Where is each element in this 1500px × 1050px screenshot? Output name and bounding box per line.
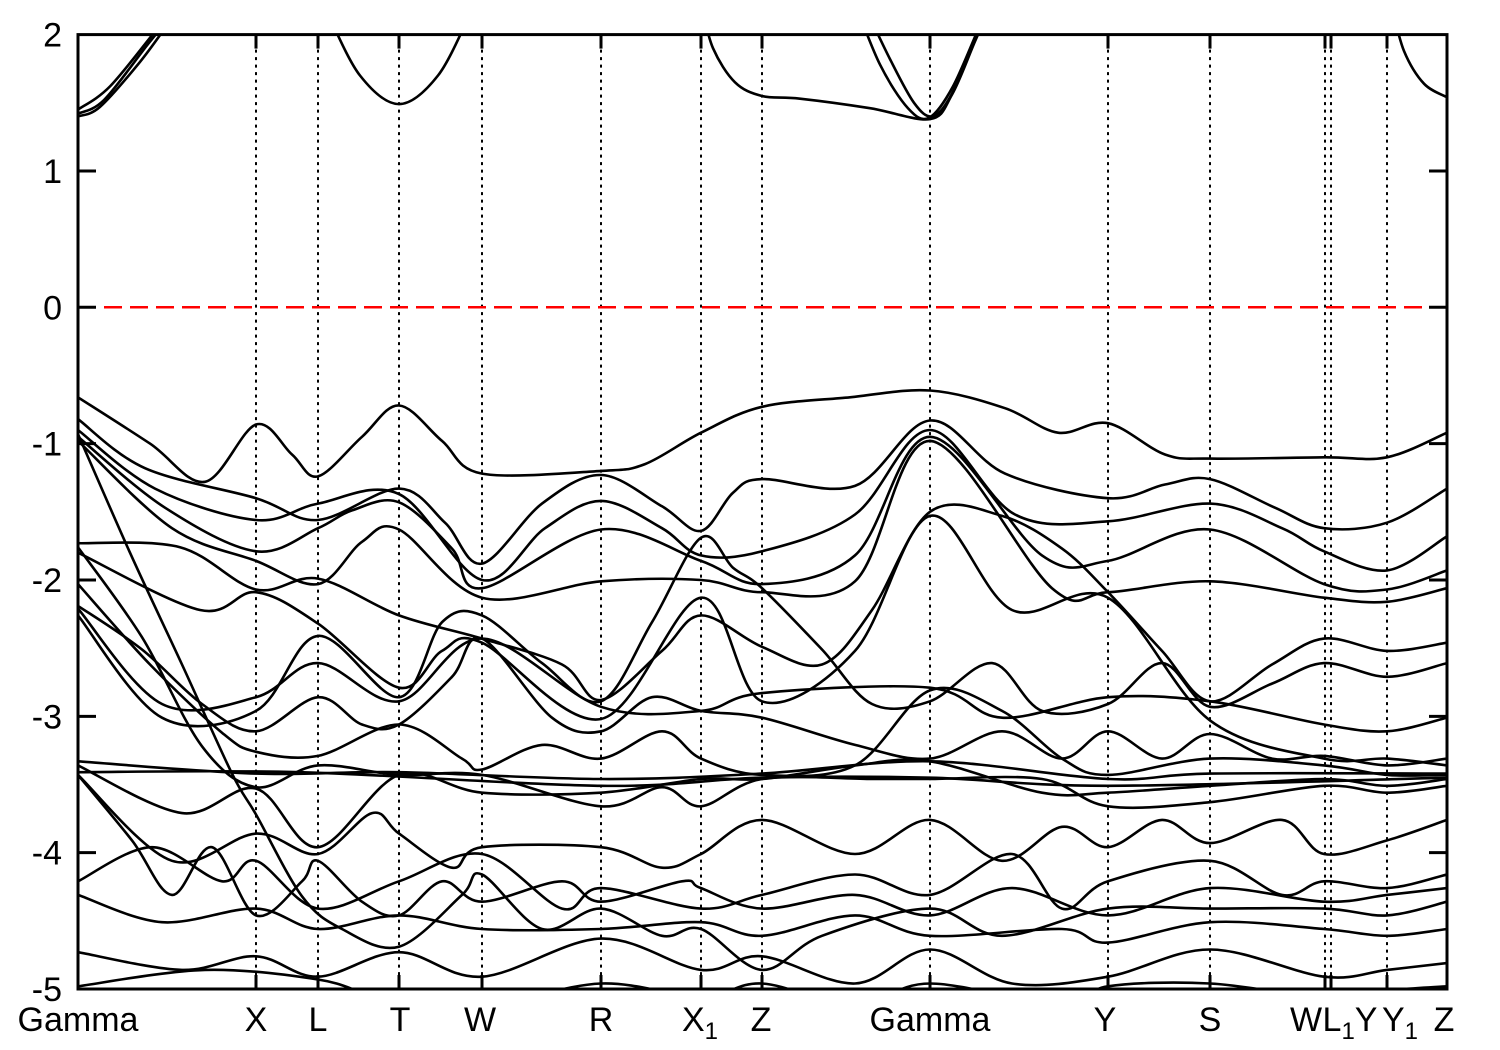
band-curve-4 <box>707 34 980 121</box>
bands-layer <box>78 34 1447 990</box>
y-tick-label: -3 <box>32 698 62 736</box>
x-axis-labels: Gamma X L T W R X1 Z Gamma Y W S L1Y Y1 Z <box>18 1001 1455 1045</box>
kpoint-label-l1y: L1Y <box>1323 1001 1378 1045</box>
band-curve-3 <box>336 34 462 106</box>
kpoint-label-t: T <box>390 1001 411 1039</box>
y-tick-label: -1 <box>32 426 62 464</box>
band-curve-15 <box>78 582 1447 778</box>
band-curve-28 <box>78 773 1447 918</box>
y-tick-label: -4 <box>32 835 62 873</box>
band-curve-10 <box>78 428 1447 582</box>
kpoint-label-gamma: Gamma <box>18 1001 139 1039</box>
kpoint-label-r: R <box>589 1001 614 1039</box>
band-curve-16 <box>78 759 1447 781</box>
kpoint-gridlines <box>255 34 1388 989</box>
y-axis-labels: 2 1 0 -1 -2 -3 -4 -5 <box>32 17 62 1009</box>
band-curve-23 <box>78 937 1447 987</box>
band-curve-21 <box>78 845 1447 911</box>
kpoint-label-z: Z <box>751 1001 772 1039</box>
y-tick-label: 0 <box>43 289 62 327</box>
band-curve-6 <box>876 34 978 118</box>
kpoint-label-gamma: Gamma <box>870 1001 991 1039</box>
band-curve-0 <box>78 34 162 118</box>
y-tick-label: -5 <box>32 971 62 1009</box>
band-curve-5 <box>865 34 978 121</box>
kpoint-label-w: W <box>464 1001 496 1039</box>
tick-marks <box>78 34 1447 989</box>
y-tick-label: 2 <box>43 17 62 55</box>
band-curve-9 <box>78 417 1447 565</box>
band-curve-2 <box>78 34 155 111</box>
band-curve-12 <box>78 439 1447 604</box>
kpoint-label-x1: X1 <box>682 1001 718 1045</box>
band-curve-7 <box>1397 34 1447 99</box>
band-curve-14 <box>78 514 1447 767</box>
kpoint-label-y: Y <box>1094 1001 1117 1039</box>
kpoint-label-z: Z <box>1434 1001 1455 1039</box>
kpoint-label-s: S <box>1199 1001 1222 1039</box>
band-curve-18 <box>78 607 1447 733</box>
kpoint-label-l: L <box>309 1001 328 1039</box>
kpoint-label-x: X <box>245 1001 268 1039</box>
kpoint-label-w: W <box>1290 1001 1322 1039</box>
band-curve-8 <box>78 388 1447 484</box>
y-tick-label: -2 <box>32 562 62 600</box>
band-curve-11 <box>78 435 1447 593</box>
y-tick-label: 1 <box>43 153 62 191</box>
band-curve-1 <box>78 34 158 115</box>
kpoint-label-y1: Y1 <box>1382 1001 1418 1045</box>
band-curve-29 <box>78 604 1447 767</box>
band-curve-27 <box>78 534 1447 728</box>
band-curve-19 <box>78 758 1447 849</box>
band-curve-22 <box>78 893 1447 944</box>
band-curve-26 <box>78 545 1447 810</box>
band-curve-20 <box>78 773 1447 870</box>
